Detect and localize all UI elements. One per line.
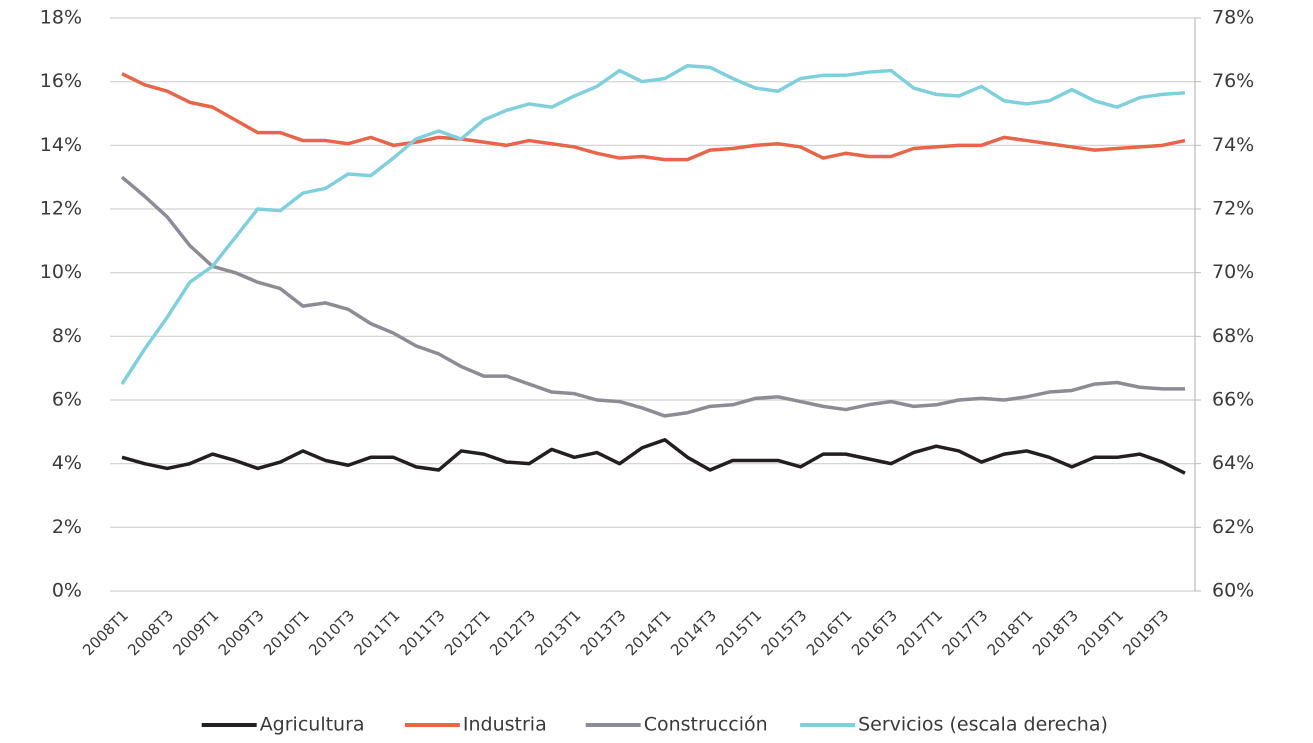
x-tick-label: 2009T1: [170, 606, 223, 659]
x-tick-label: 2012T1: [441, 606, 494, 659]
x-tick-label: 2014T1: [622, 606, 675, 659]
y-tick-label: 0%: [52, 580, 82, 602]
y2-tick-label: 78%: [1212, 7, 1254, 29]
x-tick-label: 2014T3: [667, 606, 720, 659]
legend-label: Industria: [463, 714, 547, 736]
x-tick-label: 2019T3: [1119, 606, 1172, 659]
x-tick-label: 2010T1: [260, 606, 313, 659]
x-tick-label: 2019T1: [1074, 606, 1127, 659]
y-tick-label: 14%: [40, 134, 82, 156]
y2-tick-label: 70%: [1212, 261, 1254, 283]
x-tick-label: 2011T1: [350, 606, 403, 659]
y2-tick-label: 60%: [1212, 580, 1254, 602]
x-tick-label: 2011T3: [396, 606, 449, 659]
x-tick-label: 2012T3: [486, 606, 539, 659]
legend-label: Agricultura: [260, 714, 365, 736]
x-tick-label: 2013T1: [531, 606, 584, 659]
y-tick-label: 2%: [52, 516, 82, 538]
y2-tick-label: 66%: [1212, 389, 1254, 411]
y-tick-label: 8%: [52, 325, 82, 347]
x-tick-label: 2016T3: [848, 606, 901, 659]
x-tick-label: 2018T3: [1029, 606, 1082, 659]
series-line: [121, 438, 1186, 475]
x-tick-label: 2010T3: [305, 606, 358, 659]
y-tick-label: 4%: [52, 452, 82, 474]
series-line: [120, 175, 1185, 418]
x-tick-label: 2018T1: [984, 606, 1037, 659]
x-tick-label: 2008T1: [79, 606, 132, 659]
y-tick-label: 16%: [40, 70, 82, 92]
x-tick-label: 2008T3: [124, 606, 177, 659]
legend-label: Construcción: [644, 714, 768, 736]
y2-tick-label: 68%: [1212, 325, 1254, 347]
x-tick-label: 2015T1: [712, 606, 765, 659]
series-line: [120, 64, 1186, 386]
legend-label: Servicios (escala derecha): [858, 714, 1108, 736]
y2-tick-label: 72%: [1212, 198, 1254, 220]
y-tick-label: 10%: [40, 261, 82, 283]
y-tick-label: 12%: [40, 198, 82, 220]
series-line: [121, 72, 1186, 162]
y-tick-label: 6%: [52, 389, 82, 411]
y-tick-label: 18%: [40, 7, 82, 29]
x-tick-label: 2015T3: [758, 606, 811, 659]
y2-tick-label: 74%: [1212, 134, 1254, 156]
y2-tick-label: 64%: [1212, 452, 1254, 474]
x-tick-label: 2009T3: [215, 606, 268, 659]
y2-tick-label: 62%: [1212, 516, 1254, 538]
x-tick-label: 2016T1: [803, 606, 856, 659]
x-tick-label: 2017T3: [939, 606, 992, 659]
x-tick-label: 2017T1: [893, 606, 946, 659]
x-tick-label: 2013T3: [577, 606, 630, 659]
y2-tick-label: 76%: [1212, 70, 1254, 92]
